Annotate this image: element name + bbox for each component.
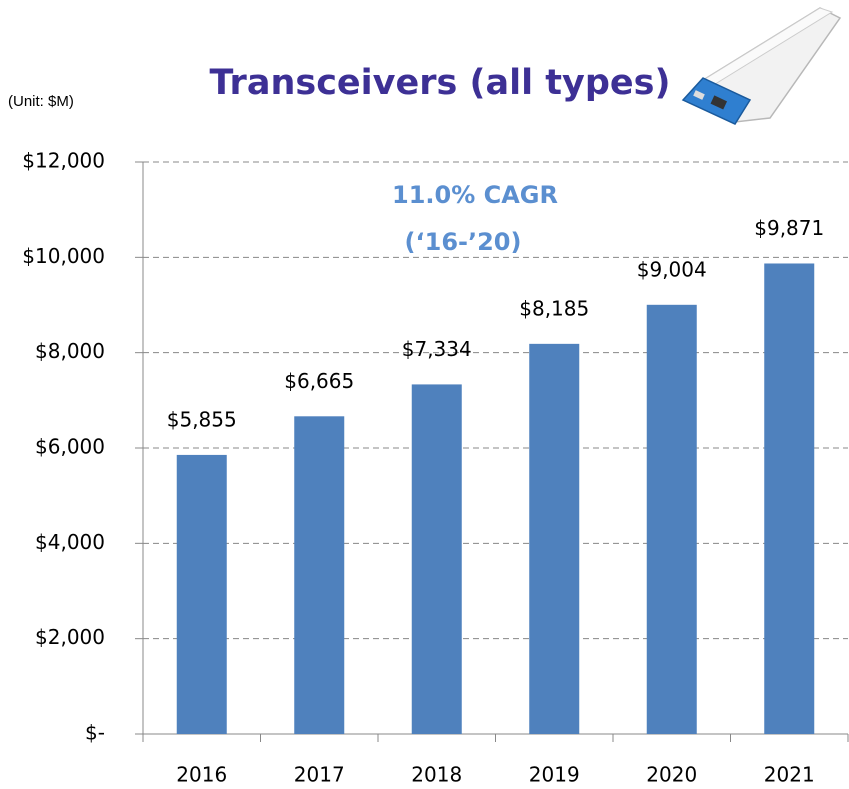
y-tick-label: $2,000 [35,625,105,649]
bar [529,343,580,734]
value-label: $8,185 [519,296,589,320]
x-tick-label: 2020 [646,763,697,787]
value-label: $9,004 [637,257,707,281]
y-tick-label: $12,000 [22,149,105,173]
annotation: (‘16-’20) [405,228,522,256]
annotation: 11.0% CAGR [392,181,558,209]
y-tick-label: $4,000 [35,530,105,554]
bar [764,263,815,734]
value-label: $7,334 [402,337,472,361]
x-tick-label: 2017 [294,763,345,787]
bar [646,304,697,734]
value-label: $6,665 [284,369,354,393]
x-tick-label: 2019 [529,763,580,787]
bar [294,416,345,734]
y-tick-label: $- [85,721,105,745]
unit-label: (Unit: $M) [8,93,74,110]
bar [176,454,227,734]
y-tick-label: $6,000 [35,435,105,459]
x-tick-label: 2016 [176,763,227,787]
transceiver-icon [681,7,842,125]
y-tick-label: $10,000 [22,244,105,268]
chart-title: Transceivers (all types) [210,63,671,103]
x-tick-label: 2021 [764,763,815,787]
value-label: $9,871 [754,216,824,240]
y-tick-label: $8,000 [35,339,105,363]
x-tick-label: 2018 [411,763,462,787]
value-label: $5,855 [167,407,237,431]
bar [411,384,462,734]
